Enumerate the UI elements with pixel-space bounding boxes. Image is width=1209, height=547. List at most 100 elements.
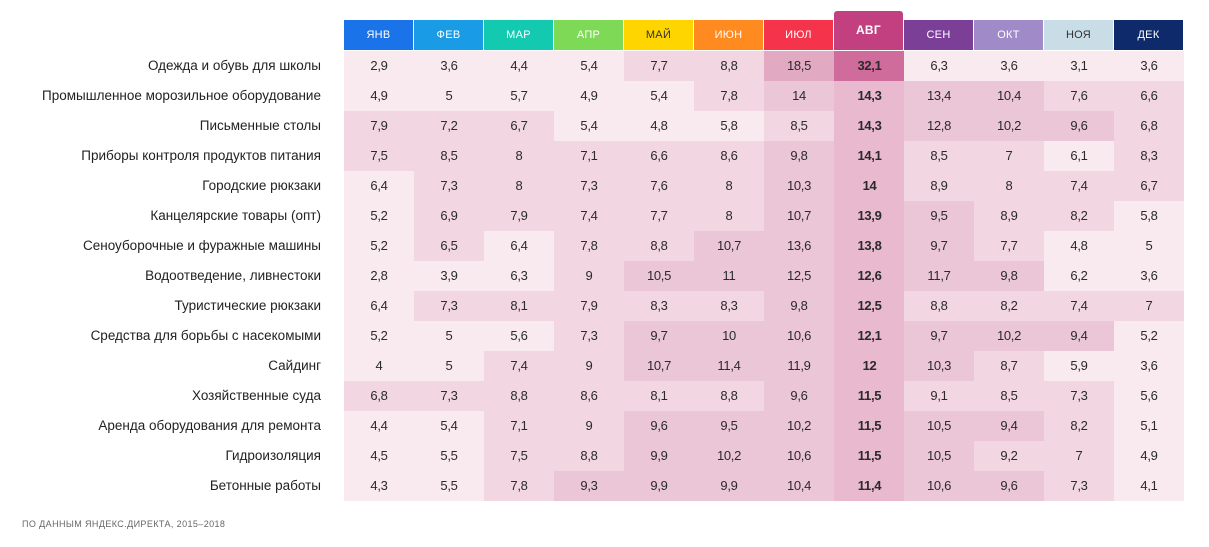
heatmap-cell: 11,5 bbox=[834, 381, 905, 411]
heatmap-cell: 8 bbox=[484, 171, 554, 201]
heatmap-cell: 10,5 bbox=[904, 411, 974, 441]
heatmap-cell: 10,6 bbox=[764, 441, 834, 471]
heatmap-cell: 4,5 bbox=[344, 441, 414, 471]
source-note: ПО ДАННЫМ ЯНДЕКС.ДИРЕКТА, 2015–2018 bbox=[22, 519, 226, 529]
heatmap-cell: 8,1 bbox=[484, 291, 554, 321]
heatmap-cell: 9,3 bbox=[554, 471, 624, 501]
month-header-7: ИЮЛ bbox=[764, 20, 833, 50]
heatmap-cell: 7,4 bbox=[1044, 291, 1114, 321]
heatmap-cell: 7,3 bbox=[414, 171, 484, 201]
row-label: Канцелярские товары (опт) bbox=[150, 208, 321, 223]
heatmap-cell: 10,3 bbox=[764, 171, 834, 201]
heatmap-cell: 10,5 bbox=[624, 261, 694, 291]
heatmap-cell: 9 bbox=[554, 351, 624, 381]
heatmap-cell: 9,6 bbox=[764, 381, 834, 411]
heatmap-cell: 8 bbox=[974, 171, 1044, 201]
heatmap-cell: 10,6 bbox=[764, 321, 834, 351]
heatmap-cell: 9,5 bbox=[694, 411, 764, 441]
row-label: Хозяйственные суда bbox=[191, 388, 321, 403]
heatmap-cell: 7,1 bbox=[554, 141, 624, 171]
heatmap-cell: 3,6 bbox=[1114, 261, 1184, 291]
heatmap-cell: 8,2 bbox=[1044, 201, 1114, 231]
heatmap-cell: 8,6 bbox=[694, 141, 764, 171]
heatmap-cell: 13,6 bbox=[764, 231, 834, 261]
heatmap-cell: 6,7 bbox=[1114, 171, 1184, 201]
heatmap-cell: 10,2 bbox=[694, 441, 764, 471]
heatmap-cell: 7,9 bbox=[554, 291, 624, 321]
row-label: Бетонные работы bbox=[209, 478, 321, 493]
heatmap-cell: 9,9 bbox=[694, 471, 764, 501]
heatmap-cell: 4,1 bbox=[1114, 471, 1184, 501]
heatmap-cell: 5 bbox=[414, 321, 484, 351]
heatmap-cell: 4,9 bbox=[1114, 441, 1184, 471]
heatmap-cell: 6,9 bbox=[414, 201, 484, 231]
row-label: Водоотведение, ливнестоки bbox=[145, 268, 321, 283]
heatmap-cell: 12,6 bbox=[834, 261, 905, 291]
heatmap-cell: 9 bbox=[554, 261, 624, 291]
heatmap-cell: 5,6 bbox=[484, 321, 554, 351]
heatmap-cell: 14,3 bbox=[834, 111, 905, 141]
heatmap-cell: 8,7 bbox=[974, 351, 1044, 381]
heatmap-cell: 8,9 bbox=[904, 171, 974, 201]
heatmap-cell: 8,1 bbox=[624, 381, 694, 411]
heatmap-cell: 9,1 bbox=[904, 381, 974, 411]
heatmap-cell: 10,7 bbox=[624, 351, 694, 381]
heatmap-cell: 7 bbox=[1114, 291, 1184, 321]
heatmap-cell: 4,9 bbox=[344, 81, 414, 111]
heatmap-cell: 11,5 bbox=[834, 441, 905, 471]
heatmap-cell: 7,5 bbox=[484, 441, 554, 471]
heatmap-cell: 12,8 bbox=[904, 111, 974, 141]
heatmap-cell: 9,6 bbox=[974, 471, 1044, 501]
heatmap-cell: 11,5 bbox=[834, 411, 905, 441]
heatmap-cell: 9,7 bbox=[904, 231, 974, 261]
heatmap-cell: 9,8 bbox=[764, 141, 834, 171]
heatmap-cell: 7,4 bbox=[484, 351, 554, 381]
heatmap-cell: 9,7 bbox=[904, 321, 974, 351]
heatmap-cell: 6,1 bbox=[1044, 141, 1114, 171]
heatmap-cell: 14,3 bbox=[834, 81, 905, 111]
month-header-5: МАЙ bbox=[624, 20, 693, 50]
heatmap-cell: 6,8 bbox=[344, 381, 414, 411]
heatmap-cell: 7 bbox=[974, 141, 1044, 171]
heatmap-cell: 13,9 bbox=[834, 201, 905, 231]
heatmap-cell: 4,8 bbox=[1044, 231, 1114, 261]
heatmap-cell: 7,3 bbox=[554, 321, 624, 351]
month-header-12: ДЕК bbox=[1114, 20, 1183, 50]
heatmap-cell: 2,8 bbox=[344, 261, 414, 291]
heatmap-cell: 7,8 bbox=[554, 231, 624, 261]
heatmap-cell: 14,1 bbox=[834, 141, 905, 171]
heatmap-cell: 4,4 bbox=[344, 411, 414, 441]
heatmap-cell: 9,6 bbox=[624, 411, 694, 441]
heatmap-cell: 8,9 bbox=[974, 201, 1044, 231]
row-label: Туристические рюкзаки bbox=[174, 298, 321, 313]
heatmap-cell: 8,3 bbox=[624, 291, 694, 321]
row-label: Средства для борьбы с насекомыми bbox=[90, 328, 321, 343]
heatmap-cell: 5,5 bbox=[414, 471, 484, 501]
heatmap-cell: 7 bbox=[1044, 441, 1114, 471]
month-header-3: МАР bbox=[484, 20, 553, 50]
heatmap-cell: 5,4 bbox=[414, 411, 484, 441]
heatmap-cell: 5,2 bbox=[1114, 321, 1184, 351]
heatmap-cell: 32,1 bbox=[834, 51, 905, 81]
heatmap-cell: 7,9 bbox=[484, 201, 554, 231]
heatmap-cell: 10,5 bbox=[904, 441, 974, 471]
heatmap-cell: 3,6 bbox=[1114, 351, 1184, 381]
heatmap-cell: 11,9 bbox=[764, 351, 834, 381]
row-label: Городские рюкзаки bbox=[202, 178, 321, 193]
heatmap-cell: 5,6 bbox=[1114, 381, 1184, 411]
month-header-2: ФЕВ bbox=[414, 20, 483, 50]
month-header-11: НОЯ bbox=[1044, 20, 1113, 50]
heatmap-cell: 9,8 bbox=[974, 261, 1044, 291]
heatmap-cell: 10,2 bbox=[974, 321, 1044, 351]
heatmap-cell: 10,2 bbox=[764, 411, 834, 441]
heatmap-cell: 12 bbox=[834, 351, 905, 381]
heatmap-cell: 3,6 bbox=[414, 51, 484, 81]
row-label: Письменные столы bbox=[199, 118, 321, 133]
heatmap-cell: 5,4 bbox=[554, 51, 624, 81]
heatmap-cell: 5,2 bbox=[344, 231, 414, 261]
heatmap-cell: 18,5 bbox=[764, 51, 834, 81]
heatmap-cell: 10,7 bbox=[764, 201, 834, 231]
heatmap-cell: 12,1 bbox=[834, 321, 905, 351]
heatmap-cell: 14 bbox=[764, 81, 834, 111]
heatmap-cell: 5,8 bbox=[1114, 201, 1184, 231]
